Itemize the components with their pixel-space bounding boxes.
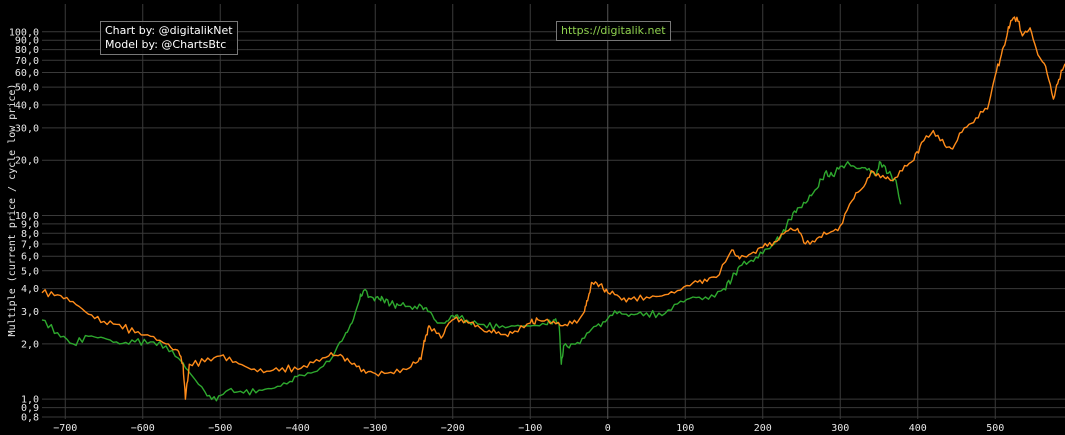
x-tick-label: 300 (831, 423, 849, 434)
credit-chart-by: Chart by: @digitalikNet (105, 24, 233, 37)
y-tick-label: 4,0 (21, 284, 39, 295)
y-tick-label: 60,0 (15, 68, 39, 79)
x-tick-label: 200 (754, 423, 772, 434)
y-tick-label: 100,0 (9, 27, 39, 38)
x-tick-label: −500 (208, 423, 232, 434)
y-tick-label: 6,0 (21, 252, 39, 263)
y-tick-label: 30,0 (15, 123, 39, 134)
x-tick-label: −700 (53, 423, 77, 434)
x-tick-label: 0 (605, 423, 611, 434)
y-tick-label: 0,9 (21, 403, 39, 414)
series-lines (41, 16, 1065, 402)
y-tick-label: 8,0 (21, 229, 39, 240)
x-tick-label: 500 (986, 423, 1004, 434)
y-axis-label: Multiple (current price / cycle low pric… (7, 84, 18, 337)
x-tick-label: 100 (676, 423, 694, 434)
y-tick-label: 0,8 (21, 412, 39, 423)
y-tick-labels: 0,80,91,0 2,0 3,0 4,0 5,0 6,0 7,08,09,010,0 20,… (9, 27, 39, 423)
series-line-green (41, 161, 902, 402)
y-tick-label: 50,0 (15, 83, 39, 94)
x-tick-label: −100 (518, 423, 542, 434)
y-tick-label: 2,0 (21, 339, 39, 350)
y-tick-label: 7,0 (21, 239, 39, 250)
x-tick-label: −200 (441, 423, 465, 434)
website-url[interactable]: https://digitalik.net (561, 24, 666, 37)
x-tick-label: 400 (909, 423, 927, 434)
y-tick-label: 10,0 (15, 211, 39, 222)
grid-lines (42, 4, 1065, 419)
x-tick-label: −300 (363, 423, 387, 434)
credit-box: Chart by: @digitalikNet Model by: @Chart… (100, 21, 238, 55)
y-tick-label: 5,0 (21, 266, 39, 277)
y-tick-label: 9,0 (21, 219, 39, 230)
y-tick-label: 1,0 (21, 395, 39, 406)
website-link[interactable]: https://digitalik.net (556, 21, 671, 41)
series-line-orange (41, 16, 1065, 400)
x-tick-labels: −700 −600 −500 −400 −300 −200 −100 0 100 200 300 40… (53, 423, 1004, 434)
credit-model-by: Model by: @ChartsBtc (105, 38, 227, 51)
y-tick-label: 3,0 (21, 307, 39, 318)
y-tick-label: 40,0 (15, 100, 39, 111)
y-tick-label: 80,0 (15, 45, 39, 56)
x-tick-label: −400 (286, 423, 310, 434)
y-tick-label: 70,0 (15, 56, 39, 67)
y-tick-label: 20,0 (15, 156, 39, 167)
y-tick-label: 90,0 (15, 36, 39, 47)
x-tick-label: −600 (131, 423, 155, 434)
